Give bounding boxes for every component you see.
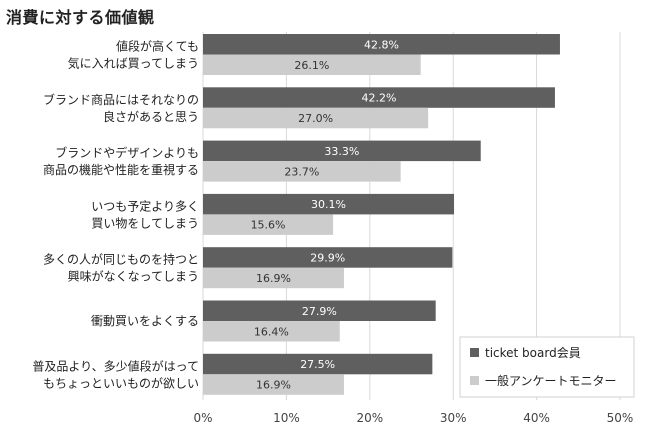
chart-title: 消費に対する価値観 xyxy=(6,8,155,27)
category-label: 多くの人が同じものを持つと xyxy=(43,252,199,267)
data-label: 23.7% xyxy=(284,165,319,178)
data-label: 42.8% xyxy=(364,38,399,51)
category-label: 興味がなくなってしまう xyxy=(68,269,199,284)
bar-general-monitor xyxy=(203,374,344,395)
bar-ticket-board xyxy=(203,140,481,162)
bar-ticket-board xyxy=(203,87,555,108)
legend-label: 一般アンケートモニター xyxy=(485,373,617,388)
bar-ticket-board xyxy=(203,353,433,375)
bar-ticket-board xyxy=(203,247,453,268)
x-tick-label: 50% xyxy=(607,411,634,425)
data-label: 33.3% xyxy=(324,145,359,158)
x-tick-label: 20% xyxy=(356,411,383,425)
data-label: 42.2% xyxy=(361,92,396,105)
category-label: ブランド商品にはそれなりの xyxy=(43,92,199,107)
legend-swatch xyxy=(470,376,479,385)
x-tick-label: 40% xyxy=(523,411,550,425)
category-label: もちょっといいものが欲しい xyxy=(43,375,199,390)
bar-general-monitor xyxy=(203,214,334,235)
data-label: 26.1% xyxy=(294,59,329,72)
category-label: 値段が高くても xyxy=(116,39,199,54)
data-label: 29.9% xyxy=(310,251,345,264)
data-label: 16.9% xyxy=(256,272,291,285)
category-label: 衝動買いをよくする xyxy=(91,314,199,328)
category-label: 普及品より、多少値段がはって xyxy=(32,358,199,373)
legend-box xyxy=(459,336,635,398)
bar-general-monitor xyxy=(203,161,401,182)
legend-label: ticket board会員 xyxy=(485,346,581,360)
data-label: 30.1% xyxy=(311,198,346,211)
bar-ticket-board xyxy=(203,34,560,55)
bar-general-monitor xyxy=(203,54,421,75)
category-label: ブランドやデザインよりも xyxy=(55,145,199,160)
bar-general-monitor xyxy=(203,321,340,342)
category-label: 買い物をしてしまう xyxy=(91,216,199,230)
legend-swatch xyxy=(470,348,479,357)
bar-general-monitor xyxy=(203,267,344,289)
x-tick-label: 0% xyxy=(193,411,212,425)
category-label: 商品の機能や性能を重視する xyxy=(43,162,199,177)
bar-ticket-board xyxy=(203,193,455,215)
bar-general-monitor xyxy=(203,107,429,129)
x-tick-label: 30% xyxy=(440,411,467,425)
category-label: いつも予定より多く xyxy=(91,198,199,213)
category-label: 気に入れば買ってしまう xyxy=(68,56,199,71)
data-label: 16.9% xyxy=(256,379,291,392)
data-label: 27.0% xyxy=(298,112,333,125)
data-label: 16.4% xyxy=(254,325,289,338)
x-tick-label: 10% xyxy=(273,411,300,425)
bar-ticket-board xyxy=(203,300,436,321)
data-label: 27.5% xyxy=(300,358,335,371)
category-label: 良さがあると思う xyxy=(103,109,199,124)
data-label: 27.9% xyxy=(302,305,337,318)
data-label: 15.6% xyxy=(251,219,286,232)
